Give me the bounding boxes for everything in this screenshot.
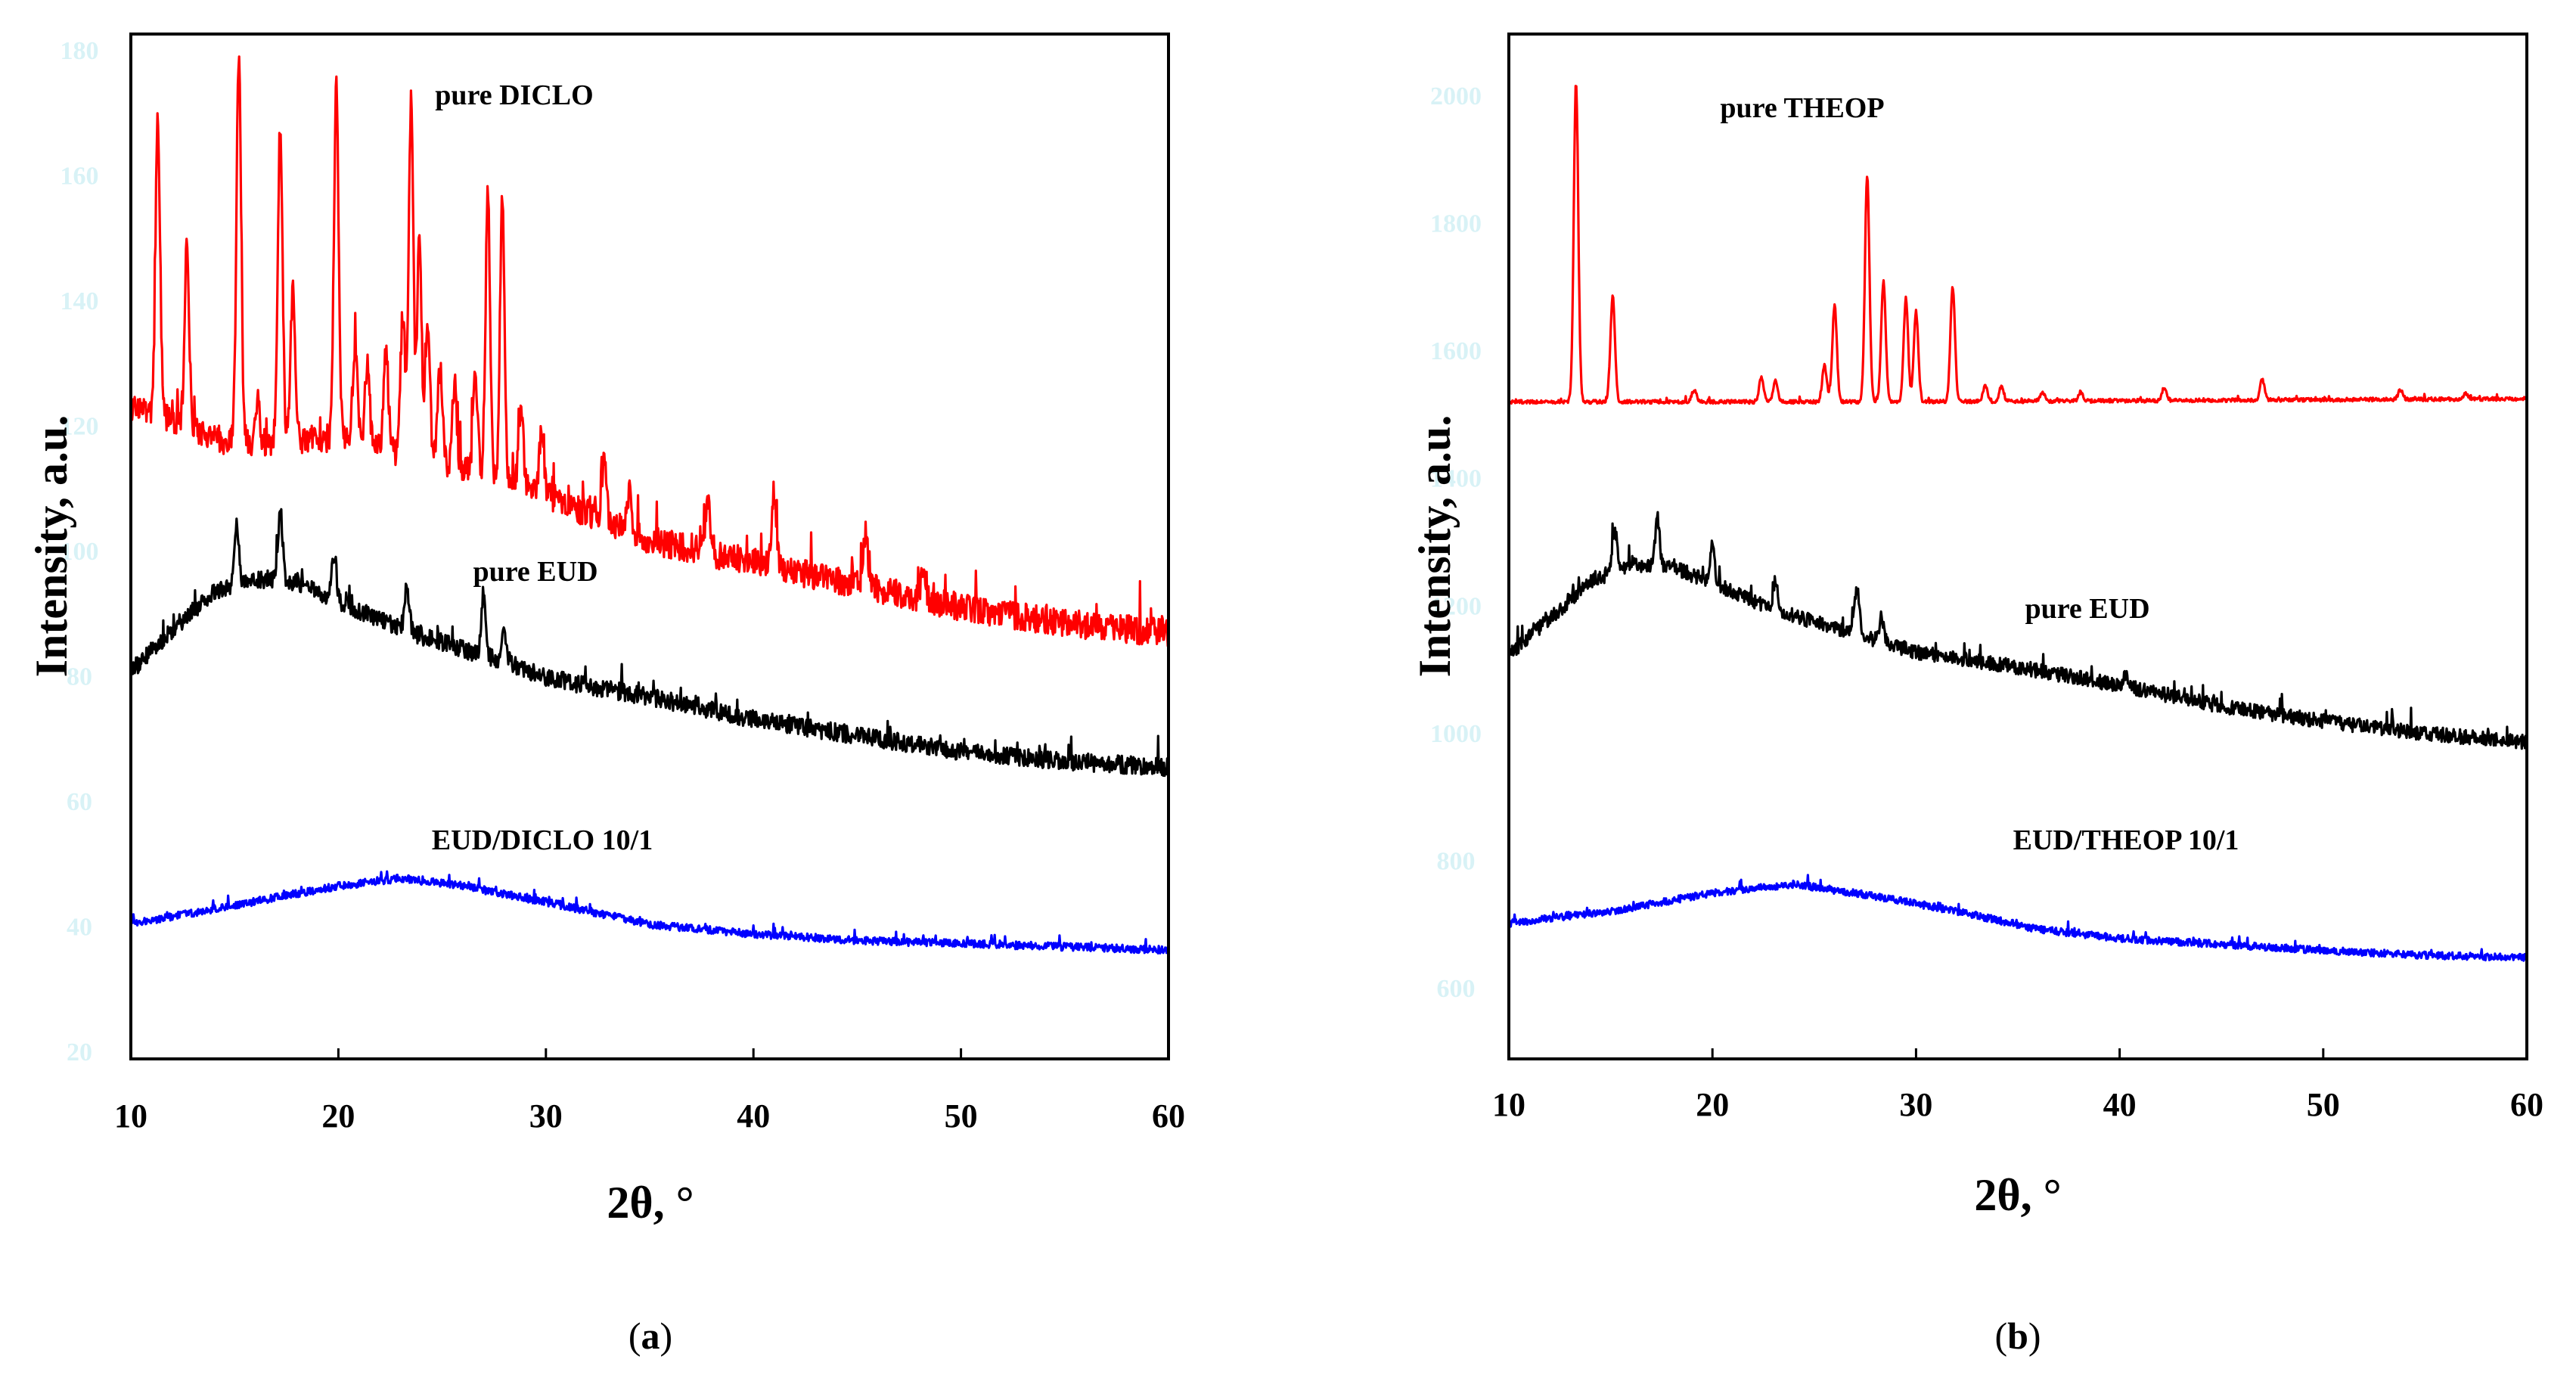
series-line-pure-eud-b (1507, 511, 2528, 750)
series-label-pure-eud-a: pure EUD (473, 556, 597, 588)
y-tick-label-2000: 2000 (1430, 82, 1482, 110)
x-tick-label-20: 20 (321, 1097, 355, 1135)
x-tick-label-50: 50 (945, 1097, 978, 1135)
chart-b: 10 20 30 40 50 60 2000 1800 1600 1400 1200 1000 800… (1410, 33, 2543, 1357)
y-tick-label-80: 80 (67, 663, 92, 691)
y-tick-label-800: 800 (1437, 847, 1476, 875)
series-line-pure-eud-a (129, 508, 1170, 778)
x-tick-label-60: 60 (2510, 1086, 2543, 1123)
x-axis-ticks-a: 10 20 30 40 50 60 (114, 1048, 1185, 1135)
plot-area-b (1507, 85, 2528, 962)
series-line-pure-diclo-a (129, 55, 1170, 647)
x-tick-label-30: 30 (529, 1097, 563, 1135)
x-axis-title-b: 2θ, ° (1974, 1170, 2061, 1220)
y-tick-label-20: 20 (67, 1038, 92, 1066)
x-tick-label-10: 10 (1492, 1086, 1525, 1123)
x-tick-label-60: 60 (1152, 1097, 1185, 1135)
y-tick-label-140: 140 (61, 287, 99, 315)
plot-frame-b (1507, 33, 2528, 1060)
y-axis-title-a: Intensity, a.u. (26, 415, 76, 678)
series-label-eud-diclo: EUD/DICLO 10/1 (432, 824, 653, 856)
x-axis-title-a: 2θ, ° (607, 1178, 694, 1228)
x-tick-label-40: 40 (737, 1097, 770, 1135)
y-tick-label-600: 600 (1437, 975, 1476, 1003)
plot-frame-a (129, 33, 1170, 1060)
plot-area-a (129, 55, 1170, 955)
y-tick-label-1600: 1600 (1430, 337, 1482, 365)
panel-b: 10 20 30 40 50 60 2000 1800 1600 1400 1200 1000 800… (1288, 0, 2576, 1397)
x-tick-label-40: 40 (2103, 1086, 2137, 1123)
y-axis-ticks-b: 2000 1800 1600 1400 1200 1000 800 600 (1430, 82, 1482, 1003)
y-axis-title-b: Intensity, a.u. (1410, 415, 1460, 678)
panel-a: 10 20 30 40 50 60 180 160 140 120 100 80 60 40 20 pur… (26, 33, 1185, 1357)
series-line-pure-theop-b (1507, 85, 2528, 405)
y-tick-label-1400: 1400 (1430, 465, 1482, 493)
panel-caption-letter-b: b (2007, 1315, 2028, 1357)
x-axis-ticks-b: 10 20 30 40 50 60 (1492, 1048, 2543, 1123)
x-tick-label-20: 20 (1696, 1086, 1729, 1123)
x-tick-label-50: 50 (2307, 1086, 2340, 1123)
x-tick-label-30: 30 (1899, 1086, 1932, 1123)
y-tick-label-60: 60 (67, 788, 92, 816)
y-tick-label-100: 100 (61, 538, 99, 566)
y-tick-label-180: 180 (61, 37, 99, 65)
series-label-pure-diclo: pure DICLO (435, 79, 593, 111)
panel-caption-letter-a: a (641, 1315, 660, 1357)
y-tick-label-1800: 1800 (1430, 210, 1482, 238)
y-tick-label-1000: 1000 (1430, 720, 1482, 748)
series-label-pure-theop: pure THEOP (1720, 92, 1884, 124)
chart-a: 10 20 30 40 50 60 180 160 140 120 100 80 60 40 20 pur… (26, 33, 1185, 1357)
series-line-eud-theop-10-1-b (1507, 874, 2528, 962)
y-tick-label-1200: 1200 (1430, 592, 1482, 620)
y-tick-label-40: 40 (67, 914, 92, 942)
y-axis-ticks-a: 180 160 140 120 100 80 60 40 20 (61, 37, 99, 1066)
x-tick-label-10: 10 (114, 1097, 147, 1135)
y-tick-label-120: 120 (61, 413, 99, 441)
panel-caption-b: (b) (1994, 1315, 2041, 1357)
series-label-eud-theop: EUD/THEOP 10/1 (2013, 824, 2239, 856)
y-tick-label-160: 160 (61, 163, 99, 191)
series-line-eud-diclo-10-1-a (129, 870, 1170, 955)
panel-caption-a: (a) (628, 1315, 672, 1357)
series-label-pure-eud-b: pure EUD (2025, 593, 2149, 625)
